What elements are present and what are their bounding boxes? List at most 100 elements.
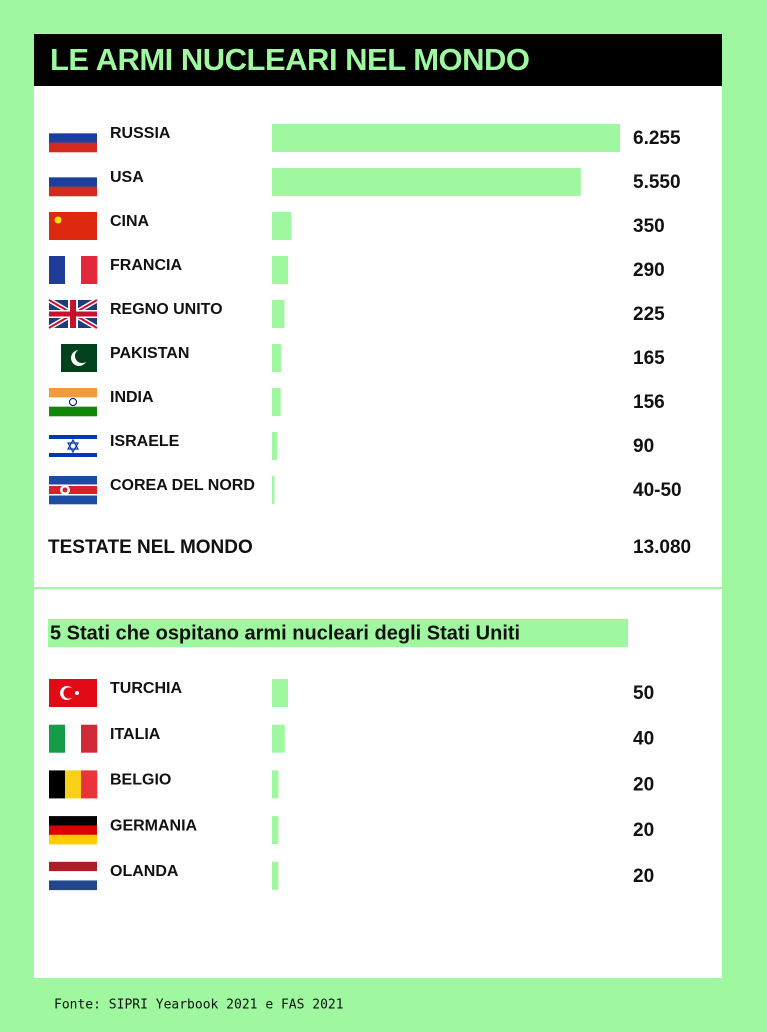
value-label: 50 (633, 683, 654, 704)
flag (49, 124, 97, 153)
total-value: 13.080 (633, 537, 691, 558)
country-label: TURCHIA (110, 680, 182, 697)
flag-part (49, 124, 97, 134)
value-label: 20 (633, 774, 654, 795)
bar (272, 476, 275, 504)
bar (272, 432, 278, 460)
flag-part (69, 398, 77, 406)
flag-part (63, 687, 75, 699)
flag-part (49, 168, 97, 178)
flag-part (49, 485, 97, 495)
flag-part (49, 476, 97, 486)
country-label: INDIA (110, 389, 154, 406)
flag (49, 679, 97, 707)
flag-part (49, 494, 97, 496)
country-label: OLANDA (110, 863, 179, 880)
country-label: RUSSIA (110, 125, 171, 142)
flag-part (49, 344, 61, 372)
value-label: 290 (633, 260, 665, 281)
country-label: COREA DEL NORD (110, 477, 255, 494)
flag-part (49, 186, 97, 197)
bar (272, 816, 279, 845)
flag (49, 256, 98, 284)
flag-part (49, 825, 97, 836)
bar (272, 344, 282, 372)
flag-part (65, 770, 82, 799)
flag-part (65, 724, 82, 753)
flag-part (66, 438, 80, 454)
flag-part (49, 724, 66, 753)
flag-part (81, 256, 98, 284)
value-label: 40 (633, 729, 654, 750)
flag (49, 344, 97, 372)
flag-part (75, 349, 89, 363)
country-label: ISRAELE (110, 433, 180, 450)
flag-part (49, 834, 97, 845)
value-label: 165 (633, 348, 665, 369)
flag-part (49, 770, 66, 799)
flag (49, 770, 98, 799)
flag-part (49, 388, 97, 398)
flag-part (62, 487, 68, 493)
country-label: BELGIO (110, 772, 171, 789)
flag-part (49, 494, 97, 505)
flag-part (49, 880, 97, 891)
flag (49, 816, 97, 845)
header (34, 34, 722, 86)
flag (49, 388, 97, 417)
flag-part (49, 397, 97, 407)
flag (49, 432, 97, 460)
flag-part (70, 300, 76, 328)
flag (49, 724, 98, 753)
country-label: PAKISTAN (110, 345, 189, 362)
country-label: GERMANIA (110, 817, 198, 834)
flag-part (49, 435, 97, 439)
flag-part (49, 133, 97, 143)
flag-part (49, 484, 97, 486)
value-label: 90 (633, 436, 654, 457)
value-label: 225 (633, 304, 665, 325)
value-label: 5.550 (633, 172, 681, 193)
value-label: 20 (633, 866, 654, 887)
subtitle-highlight (48, 619, 628, 647)
flag-part (49, 871, 97, 881)
country-label: USA (110, 169, 144, 186)
flag (49, 168, 97, 197)
flag-part (49, 816, 97, 826)
flag-part (75, 691, 79, 695)
flag (49, 212, 97, 240)
country-label: CINA (110, 213, 150, 230)
value-label: 20 (633, 820, 654, 841)
bar (272, 168, 581, 196)
flag-part (49, 406, 97, 417)
total-label: TESTATE NEL MONDO (48, 537, 253, 558)
flag-part (49, 212, 97, 240)
flag-part (65, 256, 82, 284)
flag-part (81, 724, 98, 753)
source: Fonte: SIPRI Yearbook 2021 e FAS 2021 (54, 998, 344, 1013)
flag-part (49, 861, 97, 872)
flag-part (49, 177, 97, 187)
bar (272, 300, 285, 328)
country-label: REGNO UNITO (110, 301, 223, 318)
value-label: 350 (633, 216, 665, 237)
chart-title: LE ARMI NUCLEARI NEL MONDO (50, 42, 530, 77)
flag (49, 476, 97, 505)
bar (272, 679, 288, 707)
bar (272, 212, 292, 240)
bar (272, 770, 279, 799)
flag (49, 861, 97, 891)
bar (272, 861, 279, 890)
value-label: 6.255 (633, 128, 681, 149)
country-label: FRANCIA (110, 257, 182, 274)
value-label: 40-50 (633, 480, 682, 501)
flag-part (81, 770, 98, 799)
flag-part (49, 256, 66, 284)
section-title: 5 Stati che ospitano armi nucleari degli… (50, 622, 520, 644)
flag-part (49, 142, 97, 153)
value-label: 156 (633, 392, 665, 413)
bar (272, 256, 289, 284)
bar (272, 724, 285, 753)
